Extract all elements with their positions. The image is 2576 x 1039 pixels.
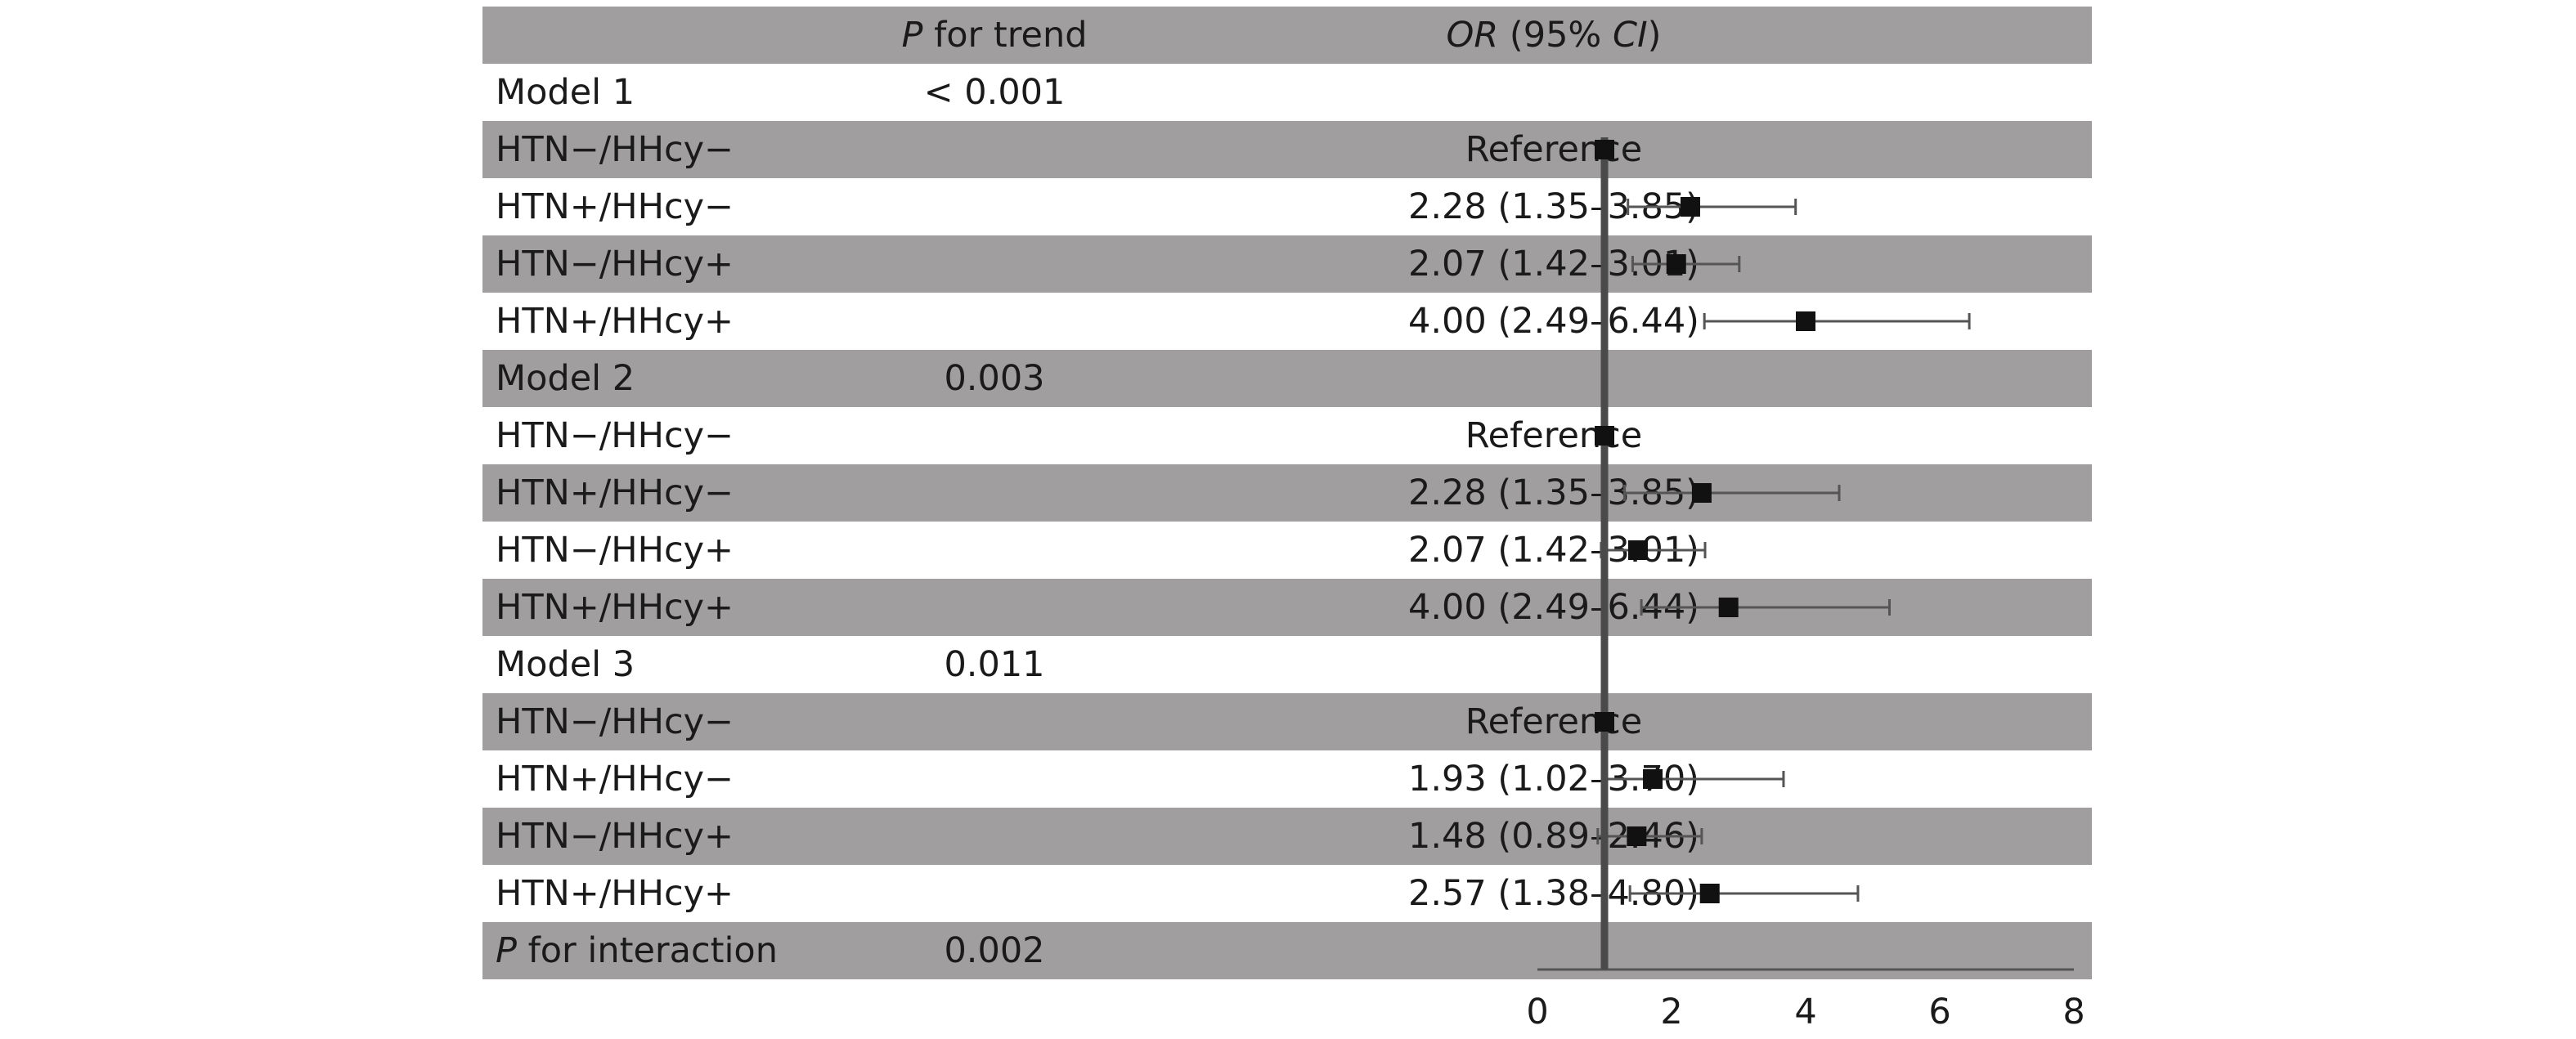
group-row: HTN+/HHcy+ 2.57 (1.38–4.80) [482, 865, 2092, 922]
or-point-marker [1699, 884, 1720, 903]
header-or-95ci: OR (95% CI) [1446, 15, 1662, 56]
group-row: HTN−/HHcy+ 2.07 (1.42–3.01) [482, 235, 2092, 293]
row-label: HTN+/HHcy− [496, 759, 734, 799]
model-row: Model 2 0.003 [482, 350, 2092, 407]
or-point-marker [1595, 140, 1614, 159]
x-tick-label: 8 [2062, 992, 2085, 1032]
p-trend-value: 0.003 [944, 358, 1045, 399]
row-label: Model 1 [496, 72, 635, 113]
header-row: P for trend OR (95% CI) [482, 7, 2092, 64]
group-row: HTN−/HHcy+ 1.48 (0.89–2.46) [482, 808, 2092, 865]
x-tick-label: 6 [1928, 992, 1950, 1032]
row-label: HTN−/HHcy+ [496, 244, 734, 284]
or-ci-value: 4.00 (2.49–6.44) [1408, 301, 1699, 342]
row-label: HTN+/HHcy+ [496, 301, 734, 342]
row-label: HTN+/HHcy− [496, 472, 734, 513]
model-row: Model 1 < 0.001 [482, 64, 2092, 121]
or-point-marker [1796, 311, 1815, 331]
or-point-marker [1628, 540, 1648, 560]
row-label: HTN−/HHcy+ [496, 530, 734, 571]
row-label: HTN−/HHcy− [496, 701, 734, 742]
or-point-marker [1718, 598, 1739, 617]
x-tick-label: 4 [1794, 992, 1816, 1032]
model-row: Model 3 0.011 [482, 636, 2092, 693]
group-row: HTN−/HHcy− Reference [482, 693, 2092, 750]
group-row: HTN−/HHcy+ 2.07 (1.42–3.01) [482, 522, 2092, 579]
p-trend-value: 0.011 [944, 644, 1045, 685]
or-point-marker [1691, 483, 1712, 503]
p-trend-value: < 0.001 [923, 72, 1066, 113]
or-point-marker [1666, 254, 1686, 274]
x-tick-label: 2 [1660, 992, 1682, 1032]
row-label: HTN+/HHcy+ [496, 873, 734, 914]
header-p-for-trend: P for trend [901, 15, 1088, 56]
or-point-marker [1643, 769, 1663, 789]
or-point-marker [1627, 826, 1647, 846]
or-point-marker [1595, 426, 1614, 446]
row-label: HTN+/HHcy+ [496, 587, 734, 628]
row-label: HTN+/HHcy− [496, 186, 734, 227]
or-point-marker [1595, 712, 1614, 732]
interaction-label: P for interaction [496, 930, 778, 971]
interaction-row: P for interaction 0.002 [482, 922, 2092, 979]
row-label: Model 3 [496, 644, 635, 685]
x-tick-label: 0 [1526, 992, 1548, 1032]
row-label: HTN−/HHcy+ [496, 816, 734, 857]
or-point-marker [1680, 197, 1700, 217]
row-label: HTN−/HHcy− [496, 129, 734, 170]
row-label: HTN−/HHcy− [496, 415, 734, 456]
group-row: HTN−/HHcy− Reference [482, 121, 2092, 178]
group-row: HTN+/HHcy+ 4.00 (2.49–6.44) [482, 293, 2092, 350]
row-label: Model 2 [496, 358, 635, 399]
interaction-p-value: 0.002 [944, 930, 1045, 971]
